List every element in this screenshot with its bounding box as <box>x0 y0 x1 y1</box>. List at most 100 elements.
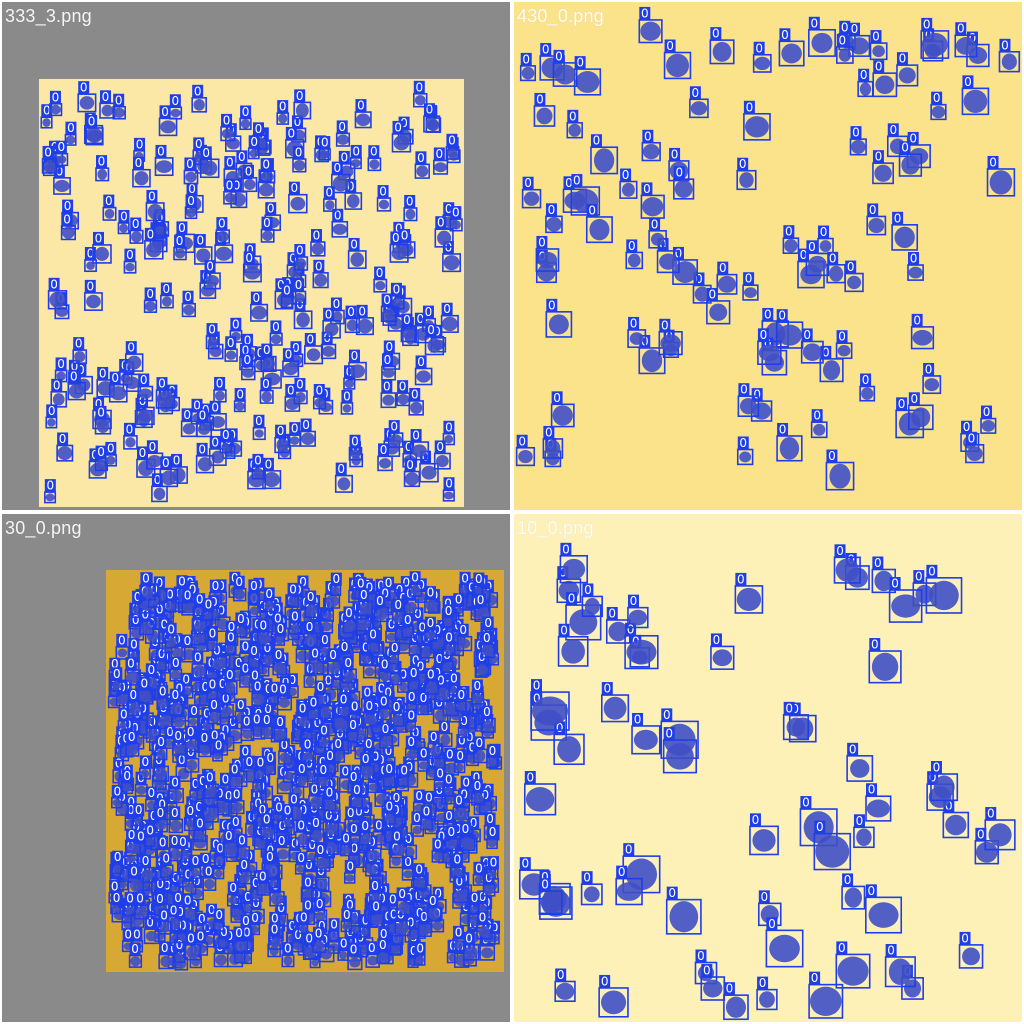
class-label-tag <box>239 343 251 357</box>
object-blob <box>295 258 307 269</box>
detection-box: 0 <box>380 380 397 409</box>
class-label-text: 0 <box>964 75 972 89</box>
class-label-text: 0 <box>333 161 341 175</box>
class-label-text: 0 <box>829 251 837 265</box>
class-label-text: 0 <box>370 145 378 159</box>
class-label-tag <box>836 33 848 47</box>
class-label-tag <box>281 283 293 297</box>
object-blob <box>270 937 281 948</box>
class-label-tag <box>737 157 749 171</box>
class-label-tag <box>260 158 272 172</box>
class-label-text: 0 <box>227 336 235 350</box>
class-label-text: 0 <box>341 764 349 778</box>
object-blob <box>378 952 389 962</box>
object-blob <box>242 368 255 378</box>
object-blob <box>47 418 56 427</box>
object-blob <box>332 311 343 323</box>
object-blob <box>382 394 395 406</box>
class-label-tag <box>154 211 166 225</box>
class-label-text: 0 <box>48 404 56 418</box>
class-label-text: 0 <box>365 737 373 751</box>
class-label-text: 0 <box>630 316 638 330</box>
detection-box: 0 <box>95 155 110 182</box>
class-label-text: 0 <box>341 640 349 654</box>
class-label-tag <box>520 52 532 66</box>
object-blob <box>537 263 556 282</box>
class-label-text: 0 <box>184 634 192 648</box>
class-label-text: 0 <box>298 636 306 650</box>
class-label-text: 0 <box>1001 38 1009 52</box>
object-blob <box>386 632 397 641</box>
class-label-text: 0 <box>302 418 310 432</box>
class-label-text: 0 <box>296 378 304 392</box>
class-label-tag <box>282 348 294 362</box>
detection-box: 0 <box>689 86 709 119</box>
class-label-tag <box>410 429 422 443</box>
class-label-tag <box>160 456 172 470</box>
detection-box: 0 <box>44 479 57 504</box>
object-blob <box>270 334 282 345</box>
detection-box: 0 <box>648 217 667 249</box>
class-label-text: 0 <box>643 182 651 196</box>
class-label-tag <box>225 336 237 350</box>
object-blob <box>383 308 395 320</box>
class-label-tag <box>221 113 233 127</box>
detection-box: 0 <box>208 400 227 431</box>
detection-box: 0 <box>424 323 445 356</box>
class-label-text: 0 <box>405 440 413 454</box>
class-label-text: 0 <box>291 422 299 436</box>
detection-box: 0 <box>323 186 337 212</box>
object-blob <box>96 459 107 470</box>
object-blob <box>125 262 135 272</box>
class-label-tag <box>322 673 334 687</box>
class-label-text: 0 <box>216 376 224 390</box>
object-blob <box>160 955 172 968</box>
detection-box: 0 <box>53 164 71 195</box>
class-label-tag <box>401 313 413 327</box>
detection-box: 0 <box>260 343 277 372</box>
detection-box: 0 <box>250 291 269 322</box>
class-label-text: 0 <box>126 422 134 436</box>
class-label-text: 0 <box>242 105 250 119</box>
class-label-text: 0 <box>279 682 287 696</box>
class-label-tag <box>673 166 685 180</box>
object-blob <box>156 748 166 759</box>
detection-box: 0 <box>104 441 117 467</box>
class-label-text: 0 <box>395 221 403 235</box>
object-blob <box>118 880 128 889</box>
class-label-text: 0 <box>187 194 195 208</box>
class-label-text: 0 <box>380 443 388 457</box>
class-label-text: 0 <box>443 302 451 316</box>
class-label-text: 0 <box>262 158 270 172</box>
class-label-tag <box>383 340 395 354</box>
object-blob <box>290 623 300 634</box>
class-label-text: 0 <box>184 290 192 304</box>
object-blob <box>264 601 274 611</box>
class-label-text: 0 <box>245 251 253 265</box>
object-blob <box>216 230 229 243</box>
object-blob <box>332 175 349 192</box>
detection-box: 0 <box>348 434 363 461</box>
class-label-tag <box>124 248 136 262</box>
detection-box: 0 <box>859 373 876 402</box>
object-blob <box>131 231 142 243</box>
detection-box: 0 <box>67 369 86 401</box>
object-blob <box>758 344 780 362</box>
class-label-text: 0 <box>412 429 420 443</box>
class-label-text: 0 <box>98 155 106 169</box>
object-blob <box>621 182 635 197</box>
class-label-text: 0 <box>753 388 761 402</box>
detection-box: 0 <box>736 157 757 191</box>
object-blob <box>290 196 306 211</box>
object-blob <box>406 749 417 760</box>
class-label-text: 0 <box>384 353 392 367</box>
object-blob <box>642 197 664 217</box>
detection-box: 0 <box>401 855 415 881</box>
class-label-text: 0 <box>132 613 140 627</box>
class-label-text: 0 <box>321 387 329 401</box>
class-label-text: 0 <box>295 146 303 160</box>
class-label-text: 0 <box>267 202 275 216</box>
class-label-text: 0 <box>244 353 252 367</box>
class-label-text: 0 <box>184 868 192 882</box>
class-label-tag <box>887 123 899 137</box>
